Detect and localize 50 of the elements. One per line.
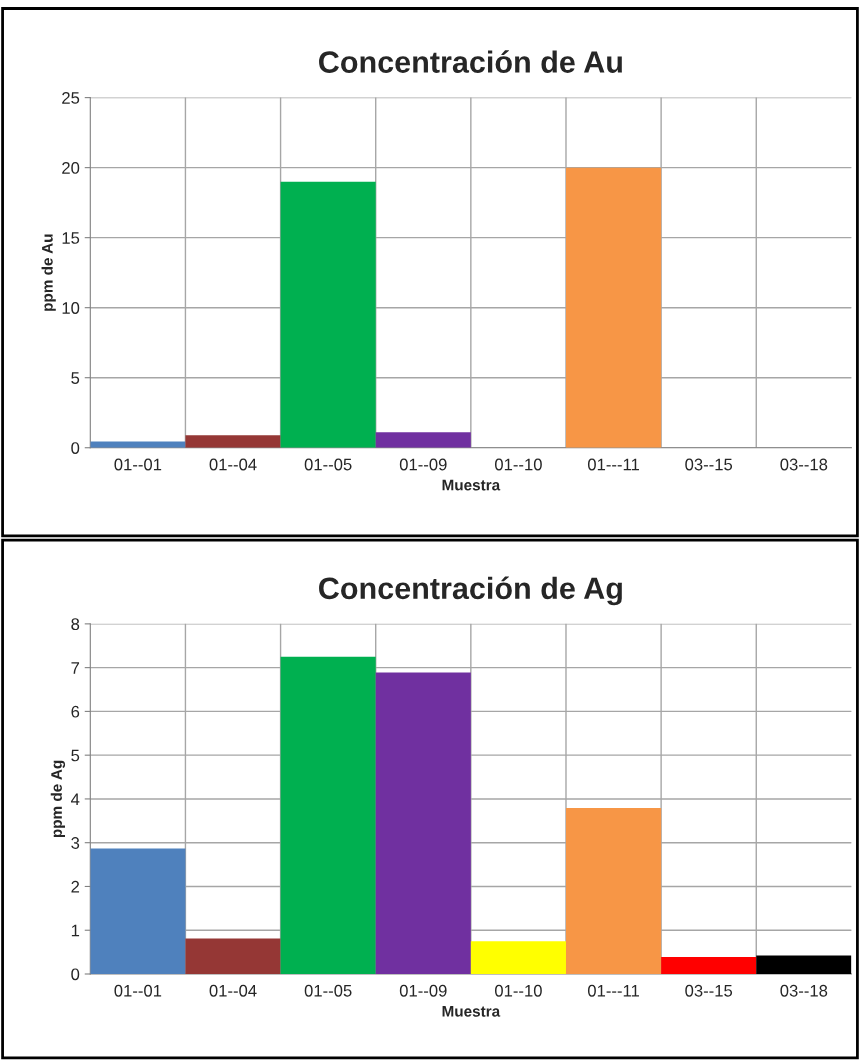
x-tick-label: 01--05 <box>304 984 352 997</box>
y-tick-label: 4 <box>71 793 80 805</box>
y-axis-title: ppm de Au <box>41 234 56 311</box>
x-tick-label: 01--10 <box>494 458 542 471</box>
chart-title: Concentración de Au <box>319 50 622 73</box>
x-tick-label: 03--15 <box>685 458 733 471</box>
x-tick-label: 01--09 <box>399 458 447 471</box>
bar <box>565 808 662 974</box>
x-tick-label: 01--04 <box>209 458 257 471</box>
bar <box>661 956 757 974</box>
bar <box>185 938 281 974</box>
y-tick-label: 15 <box>62 232 80 244</box>
x-tick-label: 01---11 <box>587 458 639 471</box>
y-tick-label: 10 <box>62 302 80 314</box>
chart-title: Concentración de Ag <box>319 576 622 606</box>
x-tick-label: 03--18 <box>780 984 828 997</box>
bar <box>280 656 376 974</box>
bar <box>756 955 852 974</box>
y-tick-label: 5 <box>71 372 80 384</box>
y-tick-label: 3 <box>71 837 80 849</box>
x-axis-title: Muestra <box>442 1006 501 1017</box>
y-tick-label: 8 <box>71 618 80 631</box>
bar <box>280 181 376 448</box>
bar <box>375 432 471 448</box>
bar <box>90 441 186 448</box>
y-tick-label: 25 <box>62 92 80 104</box>
y-tick-label: 0 <box>71 442 80 454</box>
x-tick-label: 01--01 <box>114 458 162 471</box>
y-tick-label: 0 <box>71 968 80 981</box>
x-axis-title: Muestra <box>442 479 501 491</box>
x-tick-label: 01--04 <box>209 984 257 997</box>
y-axis-title: ppm de Ag <box>50 760 66 838</box>
y-tick-label: 2 <box>71 880 80 893</box>
x-tick-label: 03--15 <box>685 984 733 997</box>
bar <box>565 167 662 448</box>
x-tick-label: 01---11 <box>587 984 639 997</box>
y-tick-label: 7 <box>71 662 80 674</box>
bar <box>470 941 566 974</box>
x-tick-label: 01--09 <box>399 984 447 997</box>
x-tick-label: 01--05 <box>304 458 352 471</box>
y-tick-label: 6 <box>71 705 80 718</box>
bar <box>375 672 471 974</box>
bar <box>185 435 281 448</box>
x-tick-label: 01--01 <box>114 984 162 997</box>
x-tick-label: 03--18 <box>780 458 828 471</box>
y-tick-label: 1 <box>71 924 80 937</box>
x-tick-label: 01--10 <box>494 984 542 997</box>
y-tick-label: 5 <box>71 749 80 762</box>
y-tick-label: 20 <box>62 162 80 174</box>
bar <box>90 848 186 974</box>
